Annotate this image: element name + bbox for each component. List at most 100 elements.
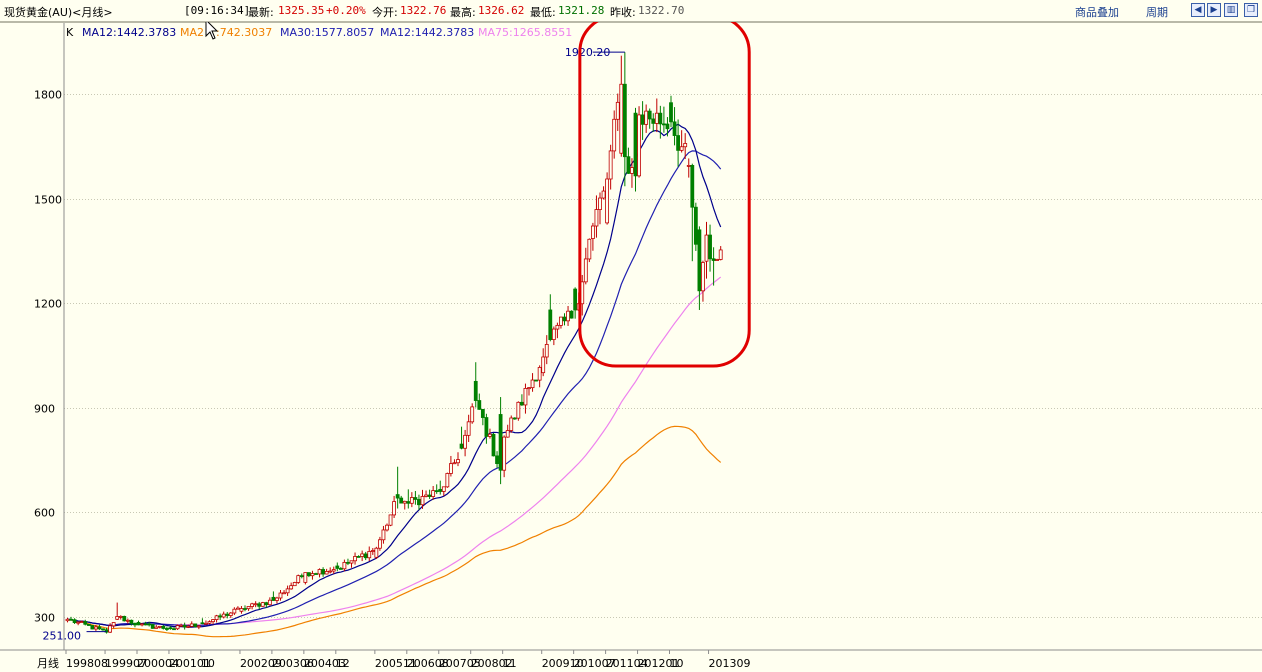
candle-down (257, 603, 262, 607)
legend-ma24-prefix: MA2 (180, 26, 204, 39)
ma30-line (67, 150, 722, 627)
candle-down (136, 622, 141, 626)
x-tick-label: 201309 (709, 657, 751, 670)
candle-down (626, 156, 631, 174)
candle-up (385, 524, 389, 531)
candle-down (264, 602, 269, 606)
candle-up (381, 529, 386, 541)
candle-down (147, 623, 152, 626)
window-restore-icon[interactable]: ❐ (1244, 3, 1258, 17)
candle-down (438, 488, 443, 492)
candle-up (441, 486, 446, 492)
candle-up (289, 585, 294, 590)
candle-down (168, 627, 173, 630)
candle-down (697, 229, 702, 292)
candle-up (115, 616, 120, 620)
candle-up (470, 406, 475, 423)
candle-down (314, 573, 318, 575)
candle-up (342, 561, 347, 570)
candle-up (605, 178, 609, 224)
candle-down (335, 565, 340, 569)
candle-down (665, 123, 670, 130)
candle-up (317, 569, 322, 575)
candle-up (228, 612, 233, 616)
candle-up (424, 494, 428, 497)
candle-up (644, 110, 649, 125)
candle-up (601, 190, 606, 199)
candle-down (459, 443, 464, 449)
candle-down (548, 309, 553, 340)
candle-up (452, 462, 457, 465)
y-tick-label: 1500 (34, 194, 62, 207)
candle-up (541, 356, 546, 374)
x-tick-label: 200403 (304, 657, 346, 670)
candle-down (693, 206, 698, 245)
candle-up (587, 238, 592, 260)
candle-down (321, 569, 326, 575)
candle-up (509, 417, 514, 431)
change-percent: +0.20% (326, 4, 366, 17)
candle-up (456, 459, 460, 464)
candle-up (392, 501, 397, 516)
candle-up (612, 118, 617, 152)
candle-up (466, 421, 471, 436)
candle-up (431, 490, 436, 497)
candle-up (175, 625, 180, 630)
y-tick-label: 600 (34, 507, 55, 520)
candle-down (150, 624, 155, 629)
clock-time: [09:16:34] (184, 4, 251, 17)
candle-up (505, 430, 510, 438)
candle-down (520, 401, 524, 406)
y-tick-label: 300 (34, 612, 55, 625)
candle-up (125, 619, 130, 622)
window-split-icon[interactable]: ▥ (1224, 3, 1238, 17)
candle-up (154, 626, 159, 629)
x-tick-label: 12 (336, 657, 350, 670)
candle-up (232, 608, 237, 614)
candle-down (573, 288, 578, 311)
period-button[interactable]: 周期 (1146, 6, 1168, 19)
instrument-title: 现货黄金(AU)<月线> (4, 6, 113, 19)
candle-up (370, 550, 375, 552)
prev-close-label: 昨收: (610, 6, 636, 19)
candle-up (211, 619, 215, 623)
candle-down (569, 310, 574, 319)
candle-down (434, 490, 439, 493)
candle-down (708, 234, 712, 260)
candle-up (377, 539, 382, 549)
candle-down (346, 561, 350, 564)
candle-down (225, 613, 230, 616)
candle-down (133, 622, 137, 626)
candle-up (65, 618, 70, 622)
candle-down (484, 417, 489, 437)
candle-up (654, 112, 659, 124)
candle-up (296, 575, 301, 583)
candle-up (292, 582, 297, 587)
ma75-line (67, 276, 722, 626)
candle-down (69, 618, 73, 621)
candle-down (356, 556, 361, 558)
period-label: 月线 (37, 656, 59, 670)
candle-down (72, 619, 77, 623)
candle-down (86, 623, 91, 626)
candle-up (108, 625, 112, 633)
x-tick-label: 199907 (105, 657, 147, 670)
candle-down (662, 123, 666, 126)
candle-up (679, 146, 684, 151)
candle-up (630, 167, 634, 174)
ma24-line (67, 425, 722, 638)
low-annotation: 251.00 (43, 630, 82, 643)
candle-down (711, 258, 716, 261)
overlay-button[interactable]: 商品叠加 (1075, 6, 1119, 19)
candle-down (129, 619, 134, 624)
candle-down (633, 112, 638, 177)
candle-up (360, 553, 365, 557)
candle-up (583, 258, 588, 283)
candle-down (338, 568, 343, 570)
candle-up (239, 608, 244, 612)
candle-up (76, 621, 81, 624)
candle-up (260, 602, 265, 607)
arrow-right-icon[interactable]: ▶ (1207, 3, 1221, 17)
arrow-left-icon[interactable]: ◀ (1191, 3, 1205, 17)
